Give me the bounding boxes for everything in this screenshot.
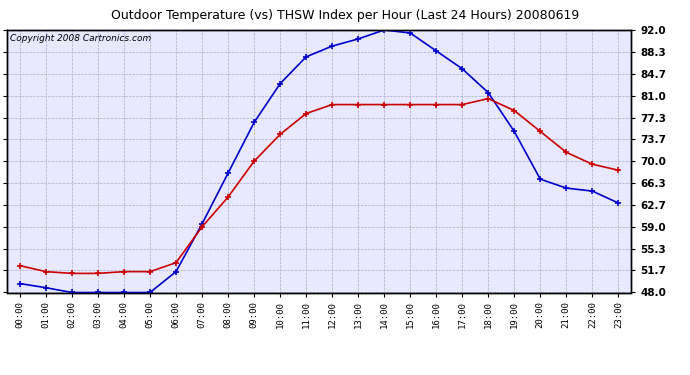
- Text: Outdoor Temperature (vs) THSW Index per Hour (Last 24 Hours) 20080619: Outdoor Temperature (vs) THSW Index per …: [111, 9, 579, 22]
- Text: Copyright 2008 Cartronics.com: Copyright 2008 Cartronics.com: [10, 34, 151, 43]
